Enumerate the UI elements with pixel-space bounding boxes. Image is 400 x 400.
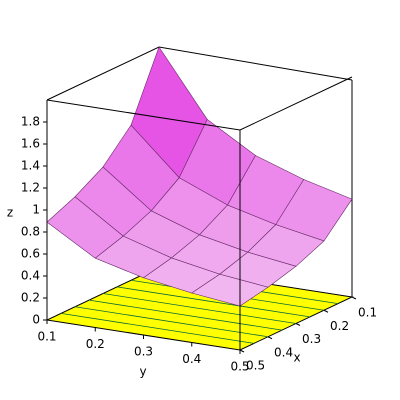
y-tick-label: 0.3 [134, 345, 153, 359]
y-tick-label: 0.4 [182, 352, 201, 366]
x-axis-label: x [293, 351, 300, 365]
z-tick-label: 1 [32, 203, 40, 217]
x-tick-label: 0.1 [358, 306, 377, 320]
box-edge [46, 46, 353, 101]
z-tick-label: 1.2 [21, 181, 40, 195]
x-tick-label: 0.4 [274, 345, 293, 359]
contour-line [116, 286, 311, 318]
x-tick [295, 323, 301, 326]
x-tick-label: 0.2 [330, 319, 349, 333]
x-tick [267, 336, 273, 340]
contour-line [102, 293, 297, 324]
z-tick-label: 0.2 [21, 291, 40, 305]
x-tick-label: 0.3 [302, 332, 321, 346]
z-tick-label: 0.8 [21, 225, 40, 239]
y-tick-label: 0.5 [230, 360, 249, 374]
z-tick-label: 0.6 [21, 247, 40, 261]
z-tick-label: 1.6 [21, 137, 40, 151]
contour-line [74, 306, 269, 338]
contour-line [88, 299, 283, 331]
z-tick-label: 0.4 [21, 269, 40, 283]
z-tick-label: 1.4 [21, 159, 40, 173]
x-tick [323, 309, 329, 313]
x-tick-label: 0.5 [246, 359, 265, 373]
z-tick-label: 0 [32, 313, 40, 327]
y-axis-label: y [139, 365, 146, 379]
y-tick-label: 0.2 [86, 337, 105, 351]
x-tick [239, 349, 245, 353]
y-tick-label: 0.1 [37, 330, 56, 344]
z-axis-label: z [7, 206, 13, 220]
z-tick-label: 1.8 [21, 115, 40, 129]
contour-line [60, 312, 255, 344]
x-tick [351, 296, 357, 300]
